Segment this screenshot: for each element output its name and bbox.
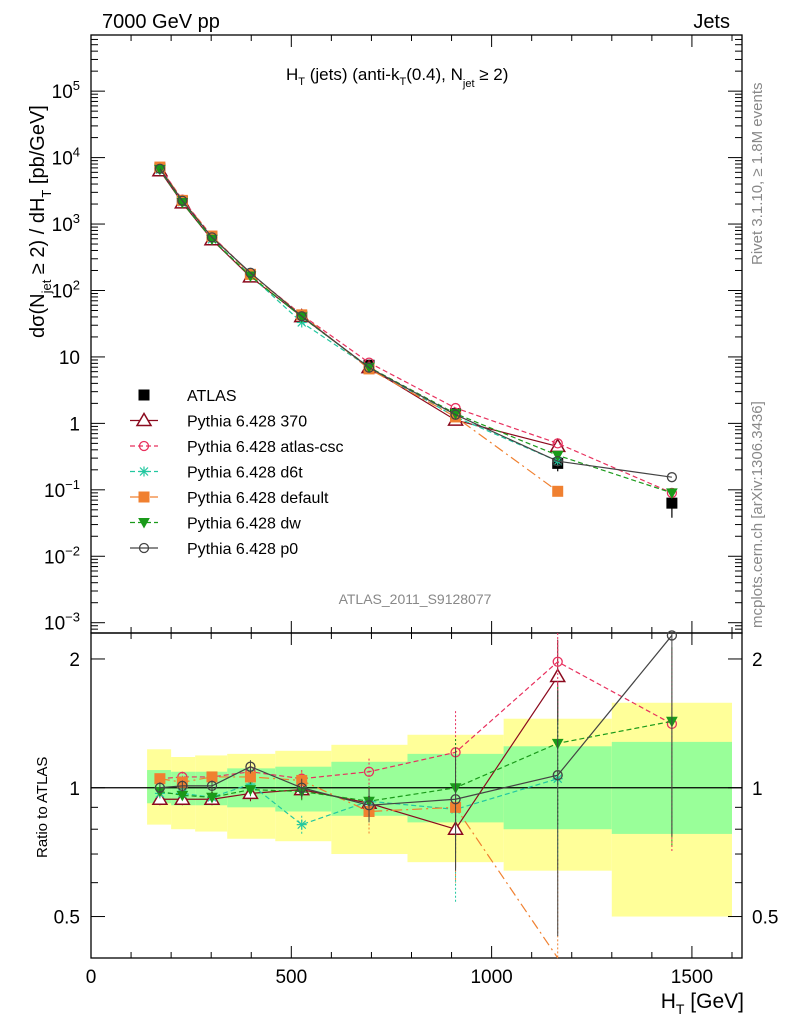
y-tick-label: 104 xyxy=(52,145,80,170)
main-point xyxy=(666,472,678,483)
ratio-tick-label: 1 xyxy=(752,779,763,800)
main-point xyxy=(154,164,166,176)
ratio-point xyxy=(154,773,166,785)
ratio-point xyxy=(552,656,563,667)
mcplots-label: mcplots.cern.ch [arXiv:1306.3436] xyxy=(749,401,766,628)
ratio-point xyxy=(244,785,257,796)
legend-label: Pythia 6.428 default xyxy=(187,490,329,507)
legend-label: Pythia 6.428 p0 xyxy=(187,541,298,558)
x-tick-label: 0 xyxy=(86,967,97,988)
ratio-plot-axes: 0 500 1000 1500 0.5 0.5 1 1 2 2 xyxy=(54,35,778,988)
y-axis-label: dσ(Njet ≥ 2) / dHT [pb/GeV] xyxy=(27,105,54,338)
ratio-point xyxy=(154,782,166,793)
ratio-point xyxy=(245,761,256,772)
main-point xyxy=(154,163,166,174)
y-tick-label: 103 xyxy=(52,211,80,236)
ratio-point xyxy=(363,766,375,777)
legend-label: Pythia 6.428 dw xyxy=(187,516,301,533)
legend-label: Pythia 6.428 d6t xyxy=(187,465,303,482)
main-point xyxy=(552,485,564,497)
main-point xyxy=(666,497,678,509)
ratio-uncertainty-bands xyxy=(147,702,732,917)
ratio-point xyxy=(552,770,563,781)
main-plot-series xyxy=(151,161,678,518)
legend-marker xyxy=(135,412,153,427)
y-tick-label: 10−1 xyxy=(44,477,80,502)
ratio-y-axis-label: Ratio to ATLAS xyxy=(34,757,51,858)
ratio-tick-label: 0.5 xyxy=(54,908,80,929)
main-point xyxy=(296,311,307,322)
main-point xyxy=(245,267,256,278)
ratio-tick-label: 1 xyxy=(69,779,80,800)
main-point xyxy=(552,456,563,467)
main-point xyxy=(552,438,563,449)
y-tick-label: 10 xyxy=(59,348,80,369)
header-left: 7000 GeV pp xyxy=(102,11,220,33)
analysis-name-label: ATLAS_2011_S9128077 xyxy=(339,591,492,607)
plot-title: HT (jets) (anti-kT(0.4), Njet ≥ 2) xyxy=(286,65,508,90)
ratio-point xyxy=(206,780,218,792)
main-series-line xyxy=(159,170,558,447)
ratio-tick-label: 2 xyxy=(69,650,80,671)
main-point xyxy=(551,450,564,462)
ratio-plot-series xyxy=(151,630,678,959)
ratio-point xyxy=(296,819,307,830)
main-point xyxy=(450,409,461,420)
ratio-point xyxy=(296,782,307,793)
main-series-line xyxy=(159,168,672,478)
ratio-frame xyxy=(90,632,743,959)
main-series-line xyxy=(159,166,673,494)
legend-marker xyxy=(138,389,150,401)
ratio-point xyxy=(666,630,678,641)
main-plot-axes: 10−3 10−2 10−1 1 10 102 103 104 105 xyxy=(44,34,743,635)
legend-label: ATLAS xyxy=(187,388,237,405)
ratio-point xyxy=(206,771,218,783)
main-point xyxy=(363,362,375,373)
ratio-point xyxy=(549,668,567,683)
ratio-point xyxy=(177,780,188,792)
ratio-series-line xyxy=(159,778,558,826)
ratio-tick-label: 0.5 xyxy=(752,908,778,929)
ratio-series-line xyxy=(159,661,673,780)
legend-marker xyxy=(138,518,150,529)
legend-marker xyxy=(138,542,150,554)
star-stroke xyxy=(297,820,307,830)
main-point xyxy=(177,195,188,206)
x-axis-label: HT [GeV] xyxy=(661,990,744,1017)
ratio-point xyxy=(206,792,218,804)
legend-label: Pythia 6.428 atlas-csc xyxy=(187,439,344,456)
y-tick-label: 1 xyxy=(69,414,80,435)
y-tick-label: 10−3 xyxy=(44,610,80,635)
rivet-version-label: Rivet 3.1.10, ≥ 1.8M events xyxy=(749,83,766,266)
x-tick-label: 1000 xyxy=(470,967,512,988)
star-stroke xyxy=(139,467,149,476)
header-right: Jets xyxy=(693,11,730,33)
y-tick-label: 102 xyxy=(52,277,80,302)
legend-marker xyxy=(138,491,150,503)
x-tick-label: 1500 xyxy=(671,967,713,988)
ratio-point xyxy=(450,794,461,805)
x-tick-label: 500 xyxy=(275,967,307,988)
legend-label: Pythia 6.428 370 xyxy=(187,414,307,431)
main-point xyxy=(666,488,678,499)
y-tick-label: 105 xyxy=(52,78,80,103)
ratio-series-line xyxy=(159,720,673,802)
legend: ATLAS Pythia 6.428 370 Pythia 6.428 atlas-… xyxy=(130,388,344,558)
legend-marker xyxy=(138,440,150,452)
legend-marker xyxy=(139,466,149,477)
y-tick-label: 10−2 xyxy=(44,543,80,568)
ratio-tick-label: 2 xyxy=(752,650,763,671)
main-point xyxy=(206,232,218,243)
ratio-point xyxy=(363,800,375,811)
